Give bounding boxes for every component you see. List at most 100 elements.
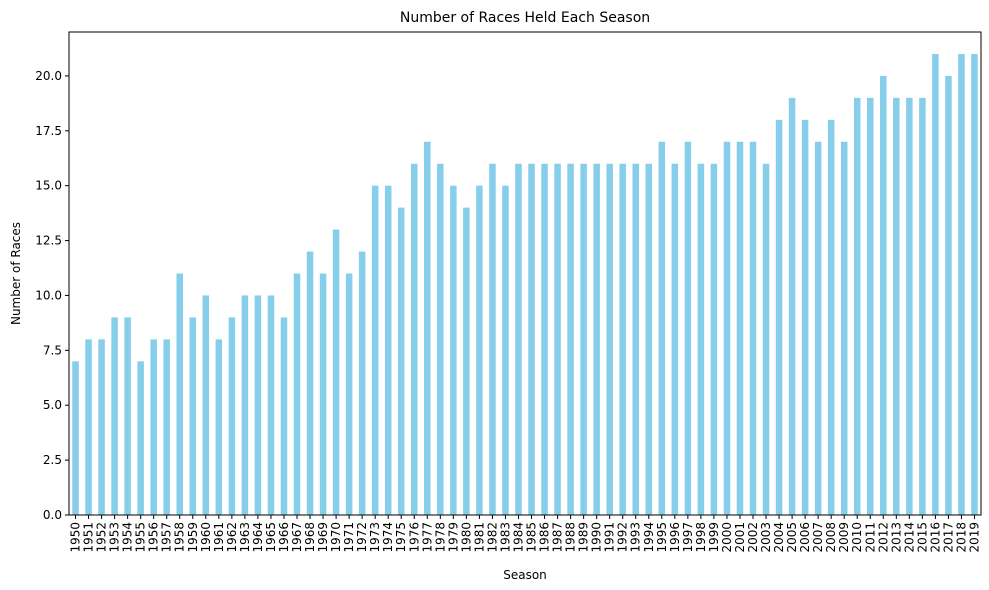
bar-1975: [397, 207, 405, 516]
bar-1962: [228, 317, 236, 515]
bar-2017: [945, 75, 952, 515]
bar-1967: [293, 273, 301, 515]
bar-1955: [137, 361, 144, 515]
x-tick-label: 1990: [590, 522, 604, 553]
x-tick-label: 1995: [655, 522, 669, 553]
bar-2015: [919, 97, 926, 515]
bar-1991: [606, 163, 613, 515]
x-tick-label: 1976: [407, 522, 421, 553]
y-tick-label: 10.0: [35, 288, 62, 302]
x-tick-label: 1989: [577, 522, 591, 553]
y-tick-label: 20.0: [35, 69, 62, 83]
bar-1997: [684, 141, 692, 516]
x-tick-label: 1965: [264, 522, 278, 553]
bar-2004: [775, 119, 783, 516]
x-tick-label: 2019: [967, 522, 981, 553]
x-tick-label: 2014: [902, 522, 916, 553]
x-tick-label: 1998: [694, 522, 708, 553]
x-tick-label: 1969: [316, 522, 330, 553]
x-tick-label: 1970: [329, 522, 343, 553]
bar-2009: [840, 141, 848, 516]
x-tick-label: 2009: [837, 522, 851, 553]
bar-1979: [450, 185, 457, 515]
x-tick-label: 2016: [928, 522, 942, 553]
bars-group: [72, 53, 978, 516]
y-tick-label: 2.5: [43, 453, 62, 467]
bar-1964: [254, 295, 262, 515]
x-tick-label: 1951: [82, 522, 96, 553]
x-tick-label: 2004: [772, 522, 786, 553]
x-tick-label: 2001: [733, 522, 747, 553]
bar-1999: [710, 163, 718, 515]
bar-1960: [202, 295, 210, 515]
bar-1957: [163, 339, 170, 515]
y-tick-label: 15.0: [35, 179, 62, 193]
bar-1950: [72, 361, 79, 515]
x-tick-label: 1997: [681, 522, 695, 553]
x-tick-label: 1980: [459, 522, 473, 553]
x-tick-label: 1978: [433, 522, 447, 553]
bar-1993: [632, 163, 639, 515]
bar-1976: [411, 163, 418, 515]
bar-1972: [358, 251, 366, 515]
y-tick-label: 17.5: [35, 124, 62, 138]
bar-1983: [502, 185, 509, 515]
bar-1970: [332, 229, 340, 515]
x-tick-label: 1975: [394, 522, 408, 553]
bar-2010: [853, 97, 861, 515]
x-tick-label: 1981: [472, 522, 486, 553]
x-tick-label: 1996: [668, 522, 682, 553]
x-tick-label: 1986: [538, 522, 552, 553]
bar-1984: [515, 163, 522, 515]
x-tick-label: 1987: [551, 522, 565, 553]
bar-2013: [893, 97, 900, 515]
bar-1961: [215, 339, 223, 515]
x-axis-label: Season: [503, 568, 547, 582]
bar-2007: [814, 141, 822, 516]
bar-1973: [371, 185, 379, 515]
x-tick-label: 2012: [876, 522, 890, 553]
x-tick-label: 1991: [603, 522, 617, 553]
x-tick-label: 1971: [342, 522, 356, 553]
x-tick-label: 1984: [511, 522, 525, 553]
bar-1985: [528, 163, 535, 515]
x-tick-label: 1988: [564, 522, 578, 553]
bar-1977: [424, 141, 431, 516]
bar-1981: [476, 185, 483, 515]
y-tick-label: 7.5: [43, 343, 62, 357]
bar-1987: [554, 163, 561, 515]
bar-1980: [463, 207, 470, 516]
bar-1992: [619, 163, 626, 515]
bar-2005: [788, 97, 796, 515]
y-axis-ticks: 0.0 2.5 5.0 7.5 10.0 12.5 15.0 17.5 20.0: [35, 69, 69, 522]
y-tick-label: 5.0: [43, 398, 62, 412]
x-tick-label: 1966: [277, 522, 291, 553]
bar-2006: [801, 119, 809, 516]
bar-2003: [762, 163, 770, 515]
chart-title: Number of Races Held Each Season: [400, 10, 650, 26]
x-tick-label: 2011: [863, 522, 877, 553]
x-tick-label: 1962: [225, 522, 239, 553]
x-tick-label: 1960: [199, 522, 213, 553]
x-tick-label: 2017: [941, 522, 955, 553]
x-tick-label: 2005: [785, 522, 799, 553]
bar-2000: [723, 141, 731, 516]
bar-2008: [827, 119, 835, 516]
bar-1952: [98, 339, 105, 515]
bar-1959: [189, 317, 197, 515]
bar-1990: [593, 163, 600, 515]
bar-1986: [541, 163, 548, 515]
x-tick-label: 2000: [720, 522, 734, 553]
x-tick-label: 1983: [498, 522, 512, 553]
x-tick-label: 1953: [108, 522, 122, 553]
x-tick-label: 2002: [746, 522, 760, 553]
bar-1978: [437, 163, 444, 515]
x-tick-label: 2006: [798, 522, 812, 553]
bar-2001: [736, 141, 744, 516]
y-axis-label: Number of Races: [9, 222, 23, 325]
x-tick-label: 1979: [446, 522, 460, 553]
bar-1974: [384, 185, 392, 515]
bar-1969: [319, 273, 327, 515]
x-tick-label: 1973: [368, 522, 382, 553]
